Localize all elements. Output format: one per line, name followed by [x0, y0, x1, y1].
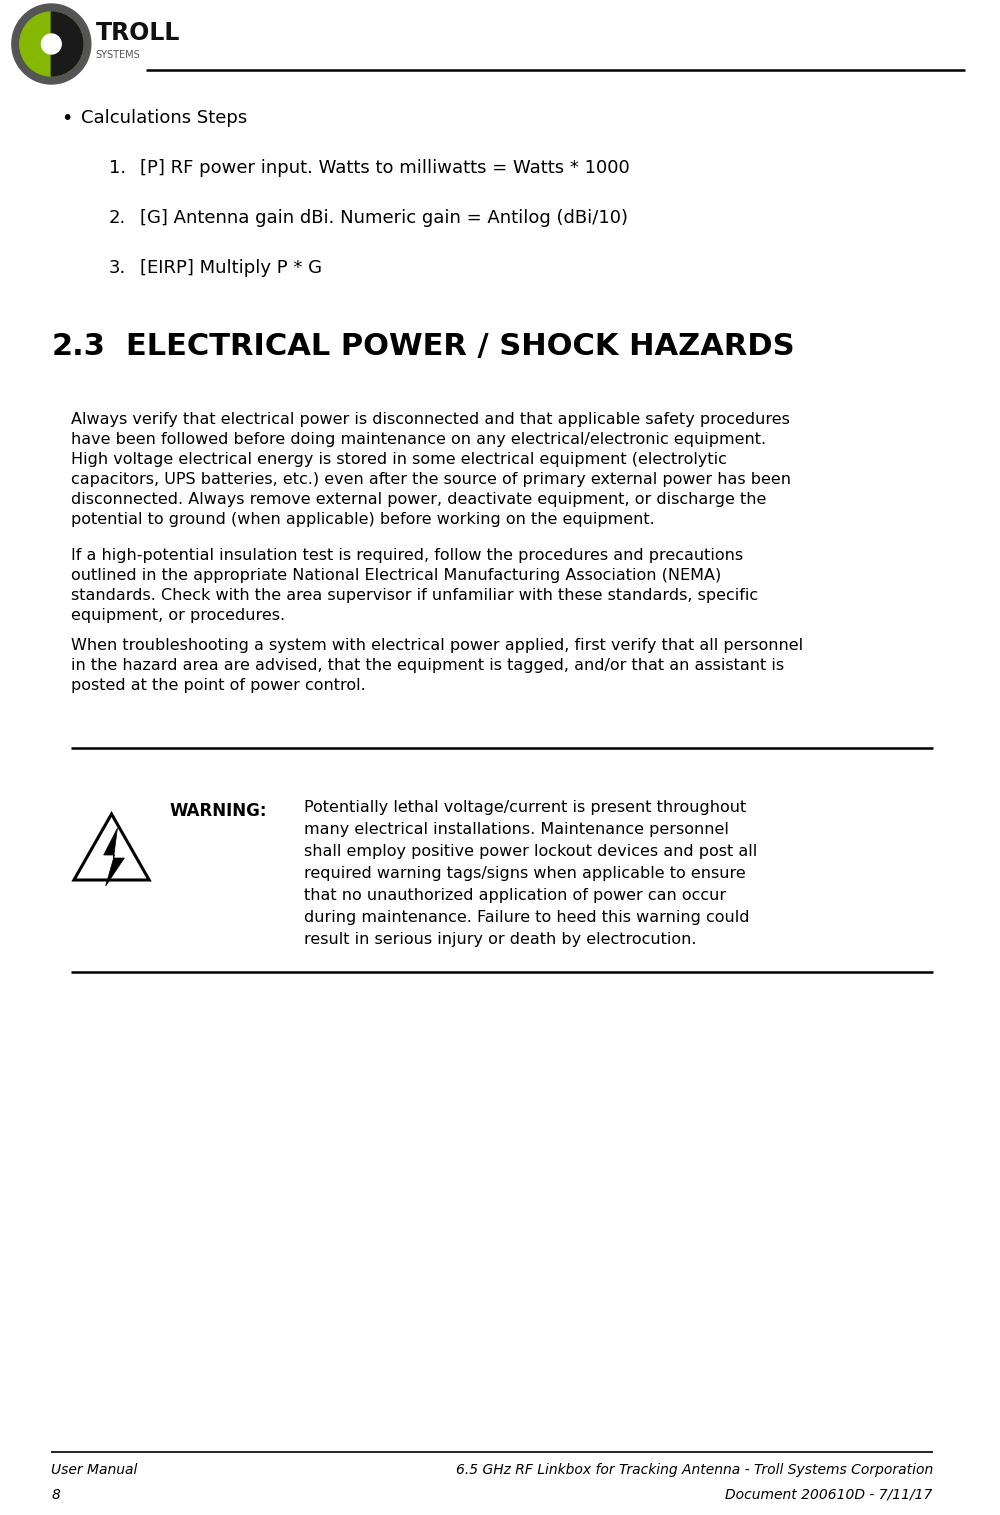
Text: disconnected. Always remove external power, deactivate equipment, or discharge t: disconnected. Always remove external pow… [71, 492, 766, 508]
Text: When troubleshooting a system with electrical power applied, first verify that a: When troubleshooting a system with elect… [71, 638, 803, 653]
Text: Always verify that electrical power is disconnected and that applicable safety p: Always verify that electrical power is d… [71, 412, 790, 427]
Text: [G] Antenna gain dBi. Numeric gain = Antilog (dBi/10): [G] Antenna gain dBi. Numeric gain = Ant… [140, 209, 628, 227]
Text: ELECTRICAL POWER / SHOCK HAZARDS: ELECTRICAL POWER / SHOCK HAZARDS [126, 332, 795, 361]
Text: required warning tags/signs when applicable to ensure: required warning tags/signs when applica… [304, 867, 746, 882]
Text: If a high-potential insulation test is required, follow the procedures and preca: If a high-potential insulation test is r… [71, 548, 743, 564]
Circle shape [20, 12, 83, 76]
Text: 6.5 GHz RF Linkbox for Tracking Antenna - Troll Systems Corporation: 6.5 GHz RF Linkbox for Tracking Antenna … [456, 1463, 933, 1477]
Text: User Manual: User Manual [51, 1463, 138, 1477]
Text: 2.3: 2.3 [51, 332, 105, 361]
Text: shall employ positive power lockout devices and post all: shall employ positive power lockout devi… [304, 844, 757, 859]
Text: that no unauthorized application of power can occur: that no unauthorized application of powe… [304, 888, 726, 903]
Text: WARNING:: WARNING: [170, 801, 267, 820]
Text: potential to ground (when applicable) before working on the equipment.: potential to ground (when applicable) be… [71, 512, 655, 527]
Text: SYSTEMS: SYSTEMS [96, 50, 140, 61]
Text: outlined in the appropriate National Electrical Manufacturing Association (NEMA): outlined in the appropriate National Ele… [71, 568, 721, 583]
Circle shape [41, 33, 61, 55]
Text: have been followed before doing maintenance on any electrical/electronic equipme: have been followed before doing maintena… [71, 432, 766, 447]
Text: 3.: 3. [109, 259, 126, 277]
Text: standards. Check with the area supervisor if unfamiliar with these standards, sp: standards. Check with the area superviso… [71, 588, 758, 603]
Text: result in serious injury or death by electrocution.: result in serious injury or death by ele… [304, 932, 697, 947]
Text: •: • [61, 109, 73, 127]
Text: 1.: 1. [109, 159, 126, 177]
Text: TROLL: TROLL [96, 21, 180, 45]
Text: Calculations Steps: Calculations Steps [81, 109, 247, 127]
Text: capacitors, UPS batteries, etc.) even after the source of primary external power: capacitors, UPS batteries, etc.) even af… [71, 473, 791, 486]
Text: Potentially lethal voltage/current is present throughout: Potentially lethal voltage/current is pr… [304, 800, 746, 815]
Text: equipment, or procedures.: equipment, or procedures. [71, 608, 285, 623]
Polygon shape [104, 829, 124, 886]
Text: 2.: 2. [109, 209, 126, 227]
Text: Document 200610D - 7/11/17: Document 200610D - 7/11/17 [725, 1488, 933, 1501]
Text: in the hazard area are advised, that the equipment is tagged, and/or that an ass: in the hazard area are advised, that the… [71, 658, 784, 673]
Text: High voltage electrical energy is stored in some electrical equipment (electroly: High voltage electrical energy is stored… [71, 451, 727, 467]
Text: [EIRP] Multiply P * G: [EIRP] Multiply P * G [140, 259, 322, 277]
Text: many electrical installations. Maintenance personnel: many electrical installations. Maintenan… [304, 823, 729, 836]
Circle shape [12, 5, 91, 83]
Text: 8: 8 [51, 1488, 60, 1501]
Text: during maintenance. Failure to heed this warning could: during maintenance. Failure to heed this… [304, 911, 750, 926]
Wedge shape [51, 12, 83, 76]
Text: [P] RF power input. Watts to milliwatts = Watts * 1000: [P] RF power input. Watts to milliwatts … [140, 159, 630, 177]
Text: posted at the point of power control.: posted at the point of power control. [71, 679, 366, 692]
